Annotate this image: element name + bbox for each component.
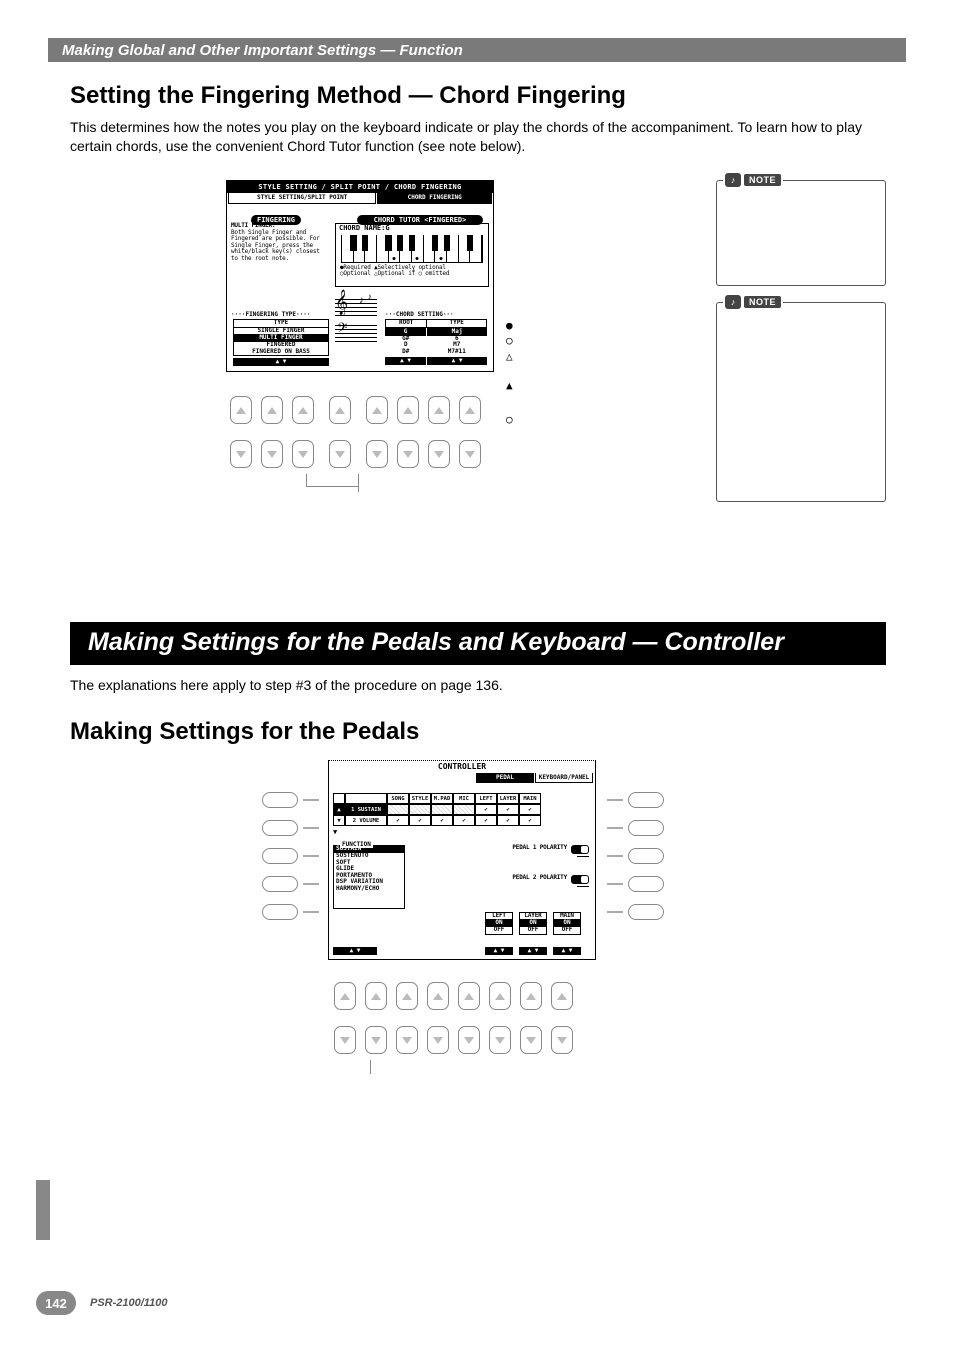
lcd2-bottom-arrows: ▲ ▼ [333, 947, 377, 955]
pedal1-label: PEDAL 1 POLARITY [512, 845, 567, 852]
section2-banner: Making Settings for the Pedals and Keybo… [70, 622, 886, 665]
side-button[interactable] [628, 820, 664, 836]
note-text: NOTE [744, 296, 781, 308]
section1-heading: Setting the Fingering Method — Chord Fin… [70, 82, 626, 110]
side-button[interactable] [628, 904, 664, 920]
music-stave: 𝄞 𝄢 ♪ ♪ [335, 295, 377, 343]
soft-btn-pair[interactable] [366, 396, 388, 468]
lcd1-tab-chord: CHORD FINGERING [377, 193, 492, 204]
chord-setting-label: ···CHORD SETTING··· [385, 311, 454, 318]
legend-symbols: ● ○ △ ▲ ○ [506, 318, 513, 427]
soft-btn-pair[interactable] [329, 396, 351, 468]
side-tab [36, 1180, 50, 1240]
mini-keyboard [341, 235, 483, 263]
lcd1-tab-style: STYLE SETTING/SPLIT POINT [228, 193, 376, 204]
lcd2-tab-pedal: PEDAL [476, 773, 534, 783]
header-title: Making Global and Other Important Settin… [62, 42, 463, 59]
fingering-type-label: ····FINGERING TYPE···· [231, 311, 310, 318]
note-box-1: ♪ NOTE [716, 180, 886, 286]
note-music-icon: ♪ [725, 295, 741, 309]
pedal2-switch [571, 875, 589, 884]
note-music-icon: ♪ [725, 173, 741, 187]
chord-name-label: CHORD NAME:G [336, 224, 488, 234]
soft-btn-pair[interactable] [334, 982, 356, 1054]
soft-btn-pair[interactable] [261, 396, 283, 468]
side-button[interactable] [628, 876, 664, 892]
section2-heading: Making Settings for the Pedals [70, 718, 419, 746]
fingering-type-list: TYPE SINGLE FINGER MULTI FINGER FINGERED… [233, 319, 329, 366]
note-label-2: ♪ NOTE [723, 295, 783, 309]
soft-btn-pair[interactable] [427, 982, 449, 1054]
soft-btn-pair[interactable] [230, 396, 252, 468]
lcd2-tabs: PEDAL KEYBOARD/PANEL [476, 773, 593, 783]
note-text: NOTE [744, 174, 781, 186]
soft-btn-pair[interactable] [489, 982, 511, 1054]
toggle-row: LEFT ON OFF LAYER ON OFF MAIN ON OFF [485, 912, 581, 935]
side-buttons-left [262, 792, 298, 920]
section2-intro: The explanations here apply to step #3 o… [70, 676, 886, 695]
lcd-figure-2: CONTROLLER PEDAL KEYBOARD/PANEL SONGSTYL… [328, 760, 596, 960]
soft-btn-pair[interactable] [520, 982, 542, 1054]
side-button[interactable] [262, 792, 298, 808]
bracket-lines-1 [234, 474, 488, 486]
footer: 142 PSR-2100/1100 [36, 1291, 167, 1315]
soft-btn-pair[interactable] [396, 982, 418, 1054]
section1-body: This determines how the notes you play o… [70, 118, 886, 156]
side-button[interactable] [262, 848, 298, 864]
lcd1-desc: MULTI FINGER: Both Single Finger and Fin… [231, 223, 329, 263]
soft-buttons-2 [334, 982, 573, 1054]
soft-btn-pair[interactable] [551, 982, 573, 1054]
lcd1-title: STYLE SETTING / SPLIT POINT / CHORD FING… [227, 181, 493, 193]
side-button[interactable] [262, 876, 298, 892]
page-number: 142 [36, 1291, 76, 1315]
ft-arrows: ▲ ▼ [233, 358, 329, 366]
ft-item-0: SINGLE FINGER [233, 327, 329, 335]
pedal2-label: PEDAL 2 POLARITY [512, 875, 567, 882]
lcd1-tabs: STYLE SETTING/SPLIT POINT CHORD FINGERIN… [227, 193, 493, 204]
note-label-1: ♪ NOTE [723, 173, 783, 187]
lcd-figure-1: STYLE SETTING / SPLIT POINT / CHORD FING… [226, 180, 494, 372]
side-button[interactable] [262, 820, 298, 836]
model-name: PSR-2100/1100 [90, 1297, 167, 1309]
soft-btn-pair[interactable] [365, 982, 387, 1054]
soft-btn-pair[interactable] [397, 396, 419, 468]
side-buttons-right [628, 792, 664, 920]
bracket-lines-2 [370, 1060, 570, 1072]
lcd1-desc-body: Both Single Finger and Fingered are poss… [231, 230, 329, 263]
soft-buttons-1 [230, 396, 481, 468]
side-button[interactable] [262, 904, 298, 920]
chord-setting-list: ROOT TYPE GMaj G#6 DM7 D#M7#11 ▲ ▼▲ ▼ [385, 319, 487, 365]
function-list-box: FUNCTION SUSTAIN SOSTENUTO SOFT GLIDE PO… [333, 845, 405, 909]
pedal1-switch [571, 845, 589, 854]
lcd2-title: CONTROLLER [329, 761, 595, 771]
side-button[interactable] [628, 792, 664, 808]
lcd1-tutor-panel: CHORD NAME:G ●Required ▲Selectively opti… [335, 223, 489, 287]
ft-item-3: FINGERED ON BASS [233, 349, 329, 357]
note-box-2: ♪ NOTE [716, 302, 886, 502]
soft-btn-pair[interactable] [292, 396, 314, 468]
side-button[interactable] [628, 848, 664, 864]
soft-btn-pair[interactable] [459, 396, 481, 468]
header-bar: Making Global and Other Important Settin… [48, 38, 906, 62]
function-list-title: FUNCTION [340, 841, 373, 848]
soft-btn-pair[interactable] [428, 396, 450, 468]
legend-line-2: ○Optional △Optional if ○ omitted [336, 271, 488, 278]
lcd2-tab-keyboard: KEYBOARD/PANEL [535, 773, 593, 783]
soft-btn-pair[interactable] [458, 982, 480, 1054]
type-sub: TYPE [233, 319, 329, 327]
pedal-grid: SONGSTYLEM.PADMICLEFTLAYERMAIN ▲ 1 SUSTA… [333, 793, 541, 826]
